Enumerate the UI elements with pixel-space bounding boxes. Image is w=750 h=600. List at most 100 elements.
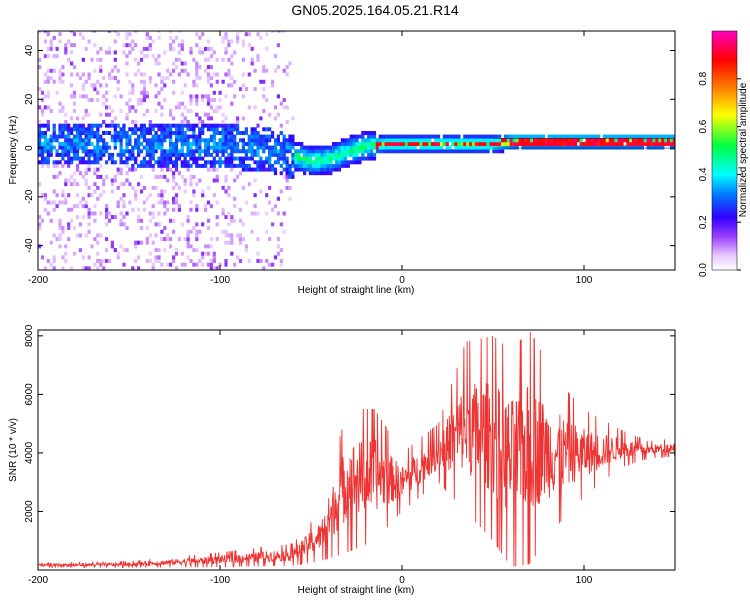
heat-cell — [125, 116, 129, 121]
heat-cell — [96, 50, 100, 55]
heat-cell — [273, 142, 278, 146]
heat-cell — [419, 142, 423, 146]
heat-cell — [303, 167, 307, 172]
heat-cell — [154, 222, 158, 227]
heat-cell — [157, 61, 161, 66]
heat-cell — [294, 156, 298, 161]
heat-cell — [349, 152, 353, 157]
heat-cell — [308, 152, 313, 157]
heat-cell — [667, 142, 671, 146]
heat-cell — [410, 138, 414, 143]
heat-cell — [422, 145, 426, 150]
heat-cell — [96, 149, 100, 154]
heat-cell — [46, 76, 50, 81]
heat-cell — [227, 57, 231, 62]
heat-cell — [93, 218, 97, 223]
spectrogram-frame — [37, 30, 676, 271]
heat-cell — [154, 123, 158, 128]
heat-cell — [201, 131, 205, 135]
heat-cell — [285, 105, 289, 110]
heat-cell — [640, 145, 645, 150]
heat-cell — [268, 127, 272, 132]
heat-cell — [224, 160, 228, 165]
heat-cell — [209, 123, 214, 128]
heat-cell — [157, 255, 161, 260]
heat-cell — [105, 211, 109, 216]
heat-cell — [142, 98, 147, 103]
spectrogram-ylabel: Frequency (Hz) — [8, 116, 19, 185]
snr-ylabel: SNR (10 * v/v) — [8, 418, 19, 482]
heat-cell — [291, 116, 295, 121]
heat-cell — [509, 134, 513, 139]
heat-cell — [49, 240, 53, 245]
heat-cell — [148, 46, 152, 51]
heat-cell — [236, 39, 240, 44]
heat-cell — [582, 145, 586, 150]
heat-cell — [230, 61, 234, 66]
heat-cell — [145, 131, 149, 135]
heat-cell — [227, 193, 231, 198]
heat-cell — [407, 145, 412, 150]
heat-cell — [253, 105, 257, 110]
heat-cell — [195, 182, 199, 187]
heat-cell — [81, 123, 85, 128]
heat-cell — [204, 138, 208, 143]
heat-cell — [282, 138, 286, 143]
heat-cell — [128, 50, 132, 55]
heat-cell — [157, 138, 161, 143]
heat-cell — [271, 149, 275, 154]
heat-cell — [503, 142, 508, 146]
heat-cell — [93, 87, 97, 92]
heat-cell — [238, 233, 243, 238]
heat-cell — [157, 259, 161, 263]
heat-cell — [291, 160, 295, 165]
heat-cell — [428, 149, 432, 154]
heat-cell — [174, 156, 179, 161]
heat-cell — [52, 127, 56, 132]
heat-cell — [323, 156, 327, 161]
heat-cell — [305, 160, 310, 165]
heat-cell — [227, 68, 231, 73]
heat-cell — [128, 98, 132, 103]
heat-cell — [64, 50, 68, 55]
heat-cell — [556, 145, 560, 150]
heat-cell — [43, 72, 48, 77]
heat-cell — [212, 255, 216, 260]
heat-cell — [343, 156, 348, 161]
heat-cell — [550, 138, 554, 143]
heat-cell — [463, 138, 467, 143]
heat-cell — [230, 152, 234, 157]
heat-cell — [204, 244, 208, 249]
heat-cell — [125, 61, 129, 66]
heat-cell — [166, 262, 170, 267]
heat-cell — [172, 90, 176, 95]
heat-cell — [562, 134, 566, 139]
heat-cell — [183, 237, 187, 242]
heat-cell — [96, 79, 100, 84]
snr-series-line — [38, 331, 675, 569]
heat-cell — [308, 156, 313, 161]
heat-cell — [282, 145, 286, 150]
heat-cell — [145, 35, 149, 40]
heat-cell — [183, 156, 187, 161]
heat-cell — [367, 152, 371, 157]
heat-cell — [527, 138, 531, 143]
heat-cell — [672, 142, 675, 146]
heat-cell — [268, 237, 272, 242]
heat-cell — [142, 94, 147, 99]
heat-cell — [137, 218, 141, 223]
heat-cell — [180, 90, 184, 95]
heat-cell — [151, 240, 155, 245]
heat-cell — [81, 160, 85, 165]
heat-cell — [588, 138, 592, 143]
heat-cell — [166, 127, 170, 132]
heat-cell — [81, 57, 85, 62]
heat-cell — [154, 83, 158, 88]
heat-cell — [160, 112, 164, 117]
heat-cell — [151, 266, 155, 270]
heat-cell — [183, 123, 187, 128]
heat-cell — [122, 200, 126, 205]
heat-cell — [431, 142, 435, 146]
heat-cell — [626, 138, 630, 143]
